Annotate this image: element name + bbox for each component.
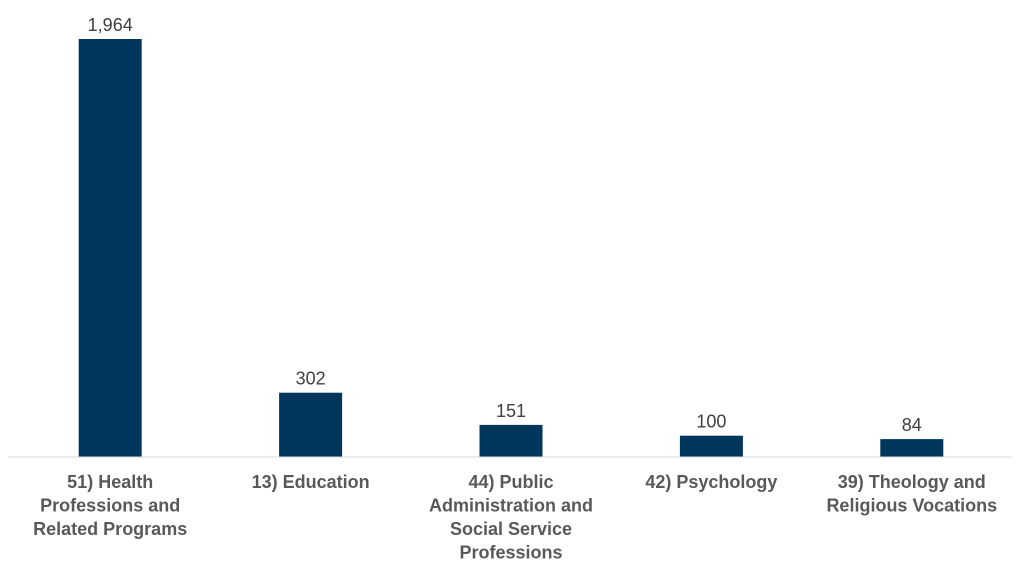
bar-5 — [880, 439, 944, 457]
category-label-4-line-1: 42) Psychology — [645, 472, 777, 492]
value-label-4: 100 — [696, 412, 726, 432]
value-labels-group: 1,964 302 151 100 84 — [88, 15, 922, 435]
bar-2 — [279, 392, 343, 457]
category-label-2-line-1: 13) Education — [252, 472, 370, 492]
category-label-3-line-3: Social Service — [450, 519, 572, 539]
category-label-3-line-4: Professions — [459, 543, 562, 563]
value-label-3: 151 — [496, 401, 526, 421]
category-label-1-line-2: Professions and — [40, 496, 180, 516]
category-label-3-line-1: 44) Public — [468, 472, 553, 492]
bar-1 — [78, 39, 142, 457]
value-label-1: 1,964 — [88, 15, 133, 35]
value-label-5: 84 — [902, 415, 922, 435]
category-labels-group: 51) Health Professions and Related Program… — [33, 472, 997, 563]
category-label-1-line-3: Related Programs — [33, 519, 187, 539]
bar-4 — [679, 435, 743, 457]
category-label-5-line-2: Religious Vocations — [826, 496, 997, 516]
value-label-2: 302 — [296, 369, 326, 389]
bar-3 — [479, 424, 543, 457]
category-label-5-line-1: 39) Theology and — [838, 472, 986, 492]
bars-group — [78, 39, 944, 457]
category-label-3-line-2: Administration and — [429, 496, 593, 516]
category-label-1-line-1: 51) Health — [67, 472, 153, 492]
